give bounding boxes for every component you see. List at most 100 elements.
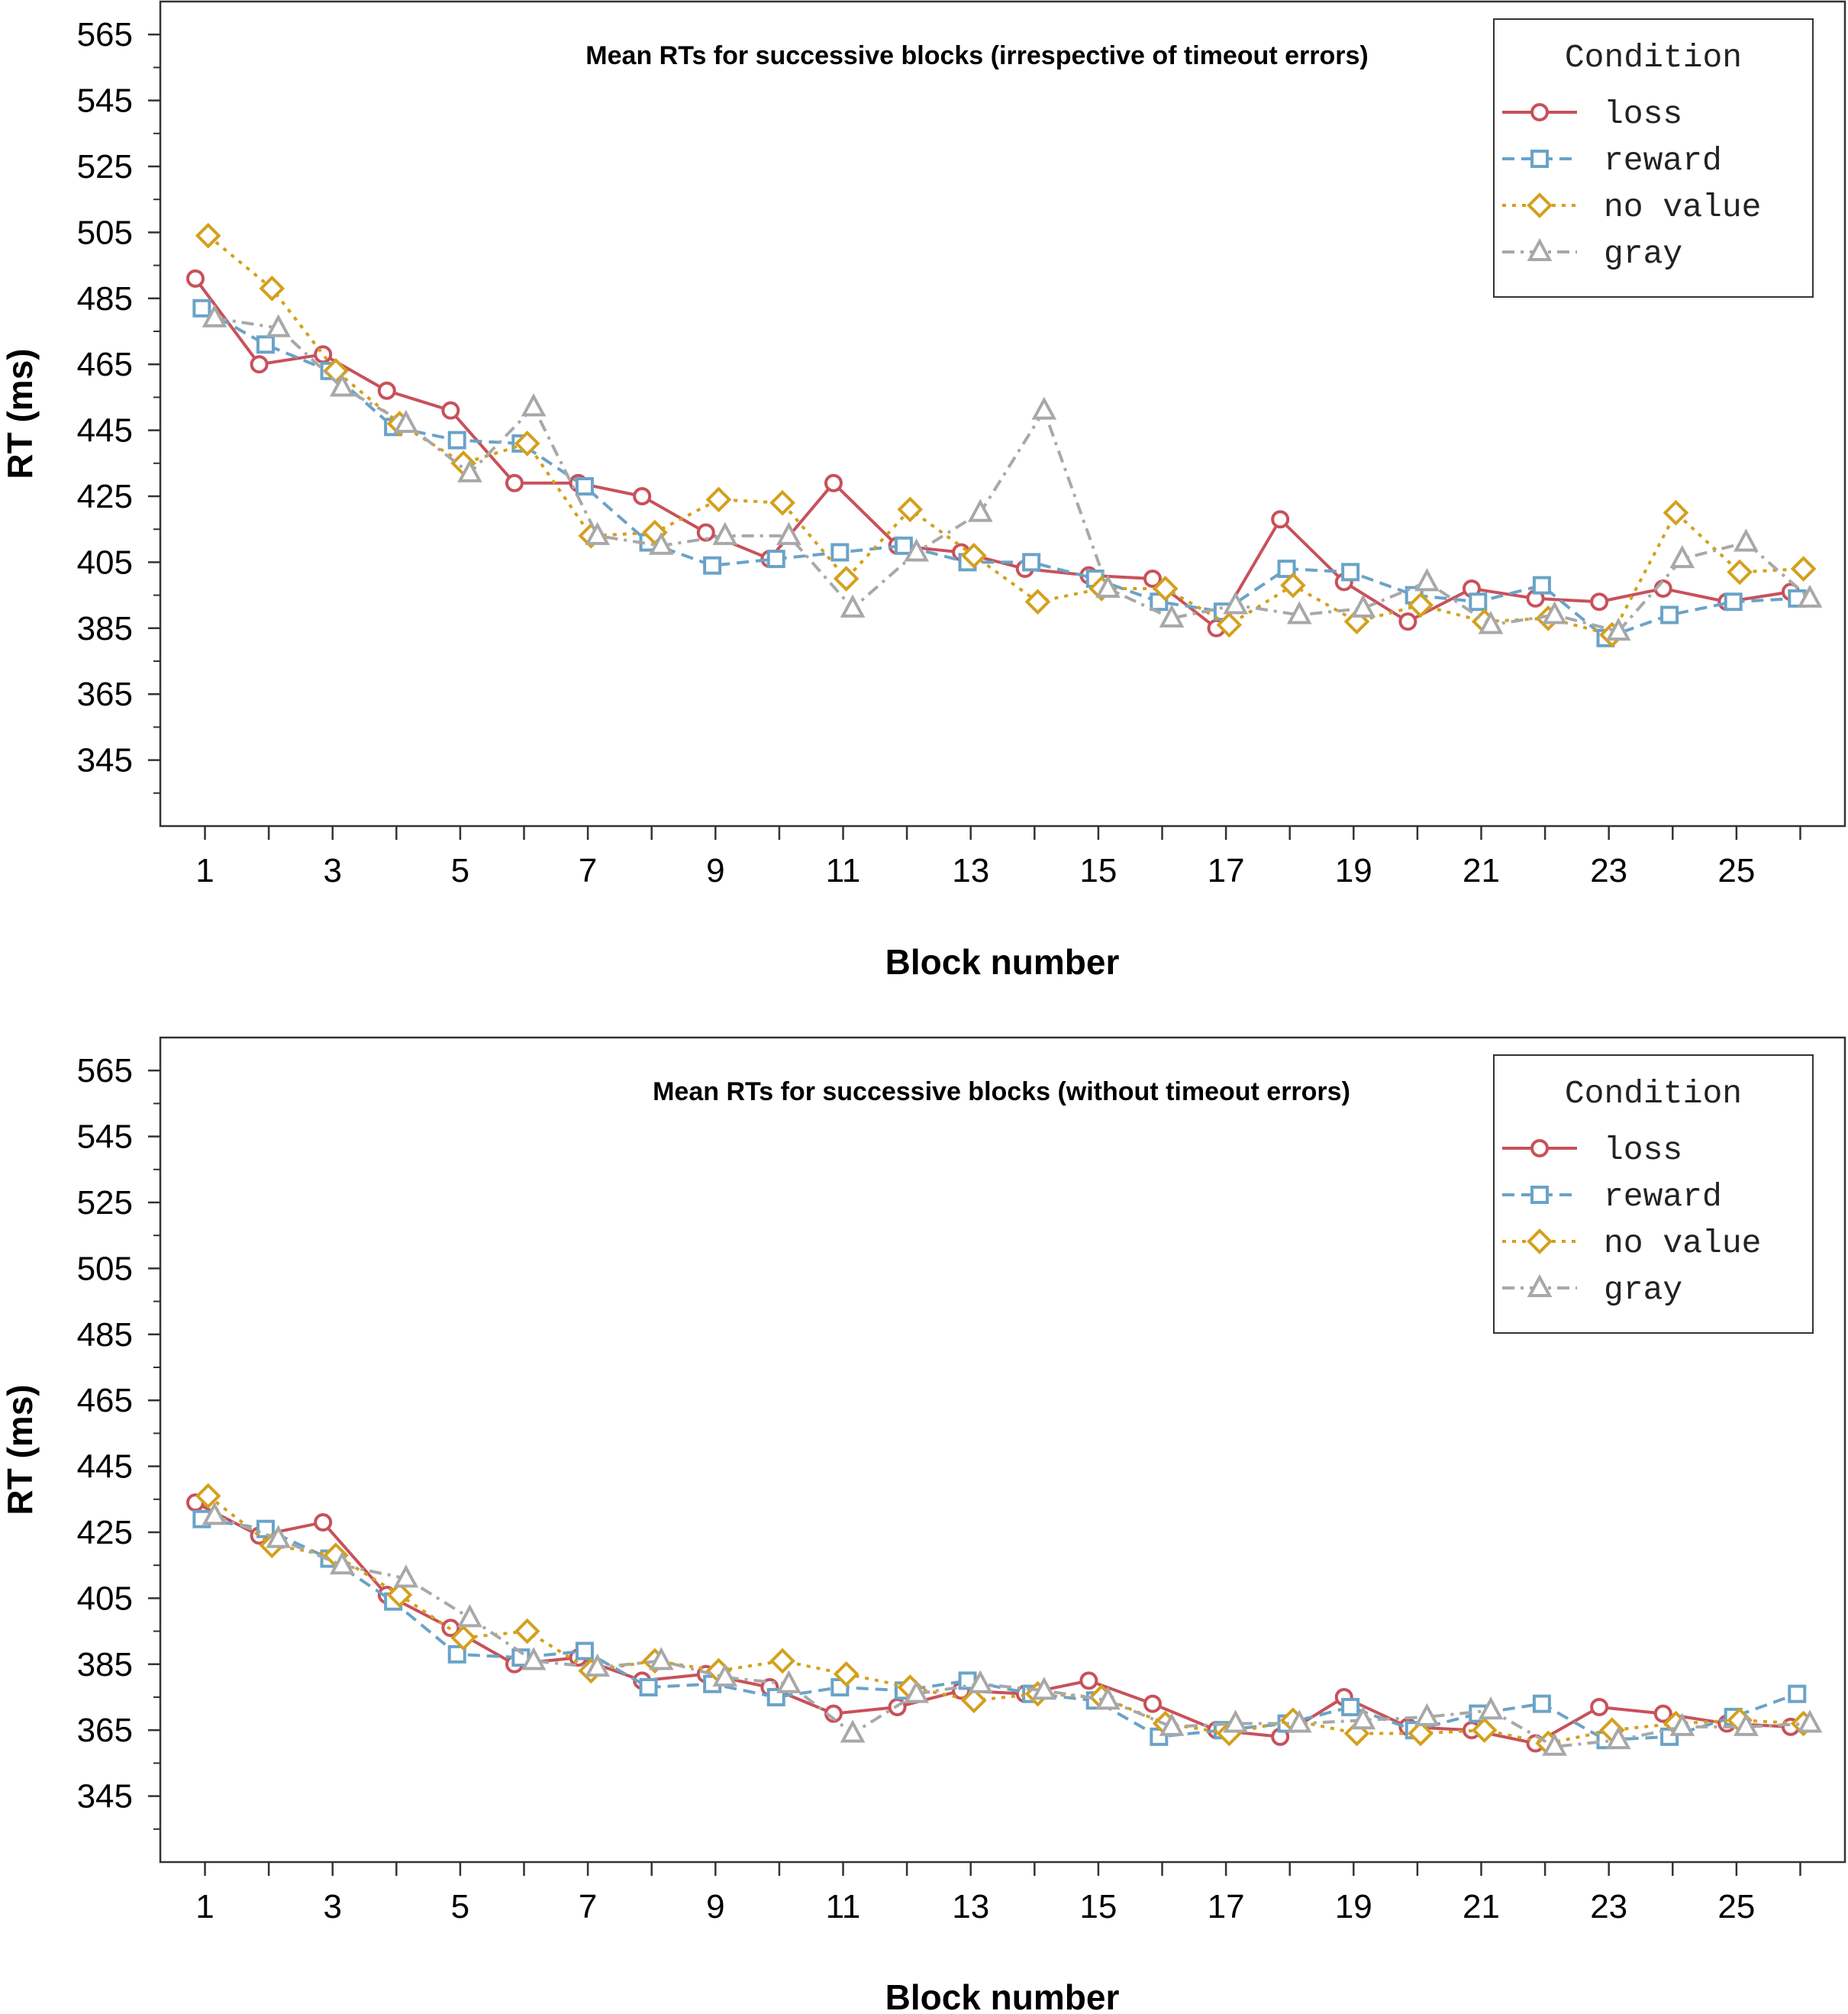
data-point-reward — [766, 1688, 785, 1706]
data-point-gray — [457, 459, 482, 483]
chart-title: Mean RTs for successive blocks (without … — [653, 1077, 1350, 1106]
series-gray — [202, 304, 1823, 641]
data-point-gray — [1223, 591, 1248, 615]
y-tick-label: 345 — [77, 1778, 133, 1816]
data-point-gray — [967, 1670, 993, 1693]
data-point-loss — [250, 355, 269, 374]
data-point-reward — [1341, 563, 1360, 582]
data-point-gray — [1095, 574, 1121, 598]
legend: Condition loss reward no value gray — [1493, 18, 1814, 298]
plot-frame — [159, 1036, 1846, 1864]
legend-label-gray: gray — [1604, 235, 1682, 273]
data-point-gray — [967, 499, 993, 522]
data-point-no-value — [833, 1661, 859, 1687]
data-point-gray — [1223, 1709, 1248, 1733]
legend-marker-no-value — [1527, 1228, 1553, 1254]
data-point-loss — [505, 473, 524, 492]
data-point-gray — [393, 409, 419, 433]
y-tick-label: 465 — [77, 346, 133, 383]
data-point-no-value — [259, 276, 285, 302]
data-point-loss — [377, 381, 396, 400]
plot-frame — [159, 0, 1846, 828]
y-tick-label: 445 — [77, 1448, 133, 1486]
y-tick-label: 545 — [77, 1118, 133, 1156]
data-point-reward — [256, 1519, 275, 1538]
legend-item-gray: gray — [1502, 1271, 1682, 1309]
data-point-no-value — [961, 542, 987, 569]
data-point-no-value — [1280, 572, 1306, 599]
data-point-no-value — [769, 1648, 795, 1674]
x-tick-label: 7 — [579, 1888, 597, 1925]
x-tick-label: 23 — [1590, 1888, 1627, 1925]
legend-item-no-value: no value — [1502, 189, 1761, 226]
data-point-reward — [703, 556, 722, 575]
x-tick-label: 15 — [1079, 852, 1117, 889]
series-gray — [202, 1502, 1823, 1756]
x-tick-label: 25 — [1717, 852, 1755, 889]
data-point-gray — [1542, 1732, 1567, 1756]
data-point-gray — [648, 1647, 674, 1670]
data-point-reward — [1277, 560, 1296, 579]
legend-label-reward: reward — [1604, 142, 1722, 179]
x-tick-label: 23 — [1590, 852, 1627, 889]
legend-marker-gray — [1527, 1273, 1553, 1297]
x-axis: 1 3 5 7 9 11 13 15 17 19 21 23 25 — [195, 1862, 1801, 1925]
x-axis: 1 3 5 7 9 11 13 15 17 19 21 23 25 — [195, 826, 1801, 889]
y-tick-label: 525 — [77, 148, 133, 186]
y-tick-label: 385 — [77, 610, 133, 647]
legend-marker-loss — [1530, 1139, 1549, 1157]
data-point-reward — [447, 431, 466, 450]
data-point-reward — [192, 299, 211, 318]
y-tick-label: 485 — [77, 1316, 133, 1354]
data-point-gray — [1286, 1709, 1312, 1733]
series-line-gray — [214, 1514, 1811, 1748]
data-point-gray — [1031, 396, 1057, 420]
data-point-reward — [830, 543, 850, 562]
data-point-gray — [1797, 1709, 1823, 1733]
y-axis: 345 365 385 405 425 445 465 485 505 525 545 565 — [77, 16, 160, 794]
data-point-no-value — [1663, 499, 1689, 526]
x-tick-label: 1 — [195, 1888, 214, 1925]
data-point-no-value — [1152, 576, 1179, 602]
data-point-loss — [1590, 1697, 1609, 1716]
legend-marker-gray — [1527, 237, 1553, 261]
y-tick-label: 365 — [77, 676, 133, 713]
legend-label-loss: loss — [1604, 95, 1682, 133]
x-tick-label: 11 — [826, 1888, 861, 1925]
data-point-loss — [1079, 1671, 1098, 1690]
x-tick-label: 5 — [451, 1888, 469, 1925]
y-tick-label: 405 — [77, 544, 133, 581]
data-point-gray — [776, 521, 801, 545]
x-tick-label: 13 — [952, 1888, 989, 1925]
legend-label-gray: gray — [1604, 1271, 1682, 1309]
data-point-reward — [575, 1641, 594, 1661]
data-point-no-value — [450, 1625, 476, 1651]
chart-panel-bottom: Mean RTs for successive blocks (without … — [0, 1036, 1846, 2014]
data-point-loss — [1653, 1704, 1672, 1723]
data-point-gray — [202, 1502, 227, 1525]
x-tick-label: 21 — [1463, 1888, 1500, 1925]
x-axis-label: Block number — [885, 942, 1120, 982]
x-tick-label: 11 — [826, 852, 861, 889]
data-point-gray — [904, 538, 929, 562]
y-tick-label: 545 — [77, 82, 133, 120]
data-point-gray — [521, 393, 547, 417]
data-point-loss — [314, 1513, 333, 1532]
data-point-gray — [1286, 601, 1312, 625]
data-point-no-value — [833, 566, 859, 592]
x-tick-label: 19 — [1335, 852, 1372, 889]
legend-marker-loss — [1530, 103, 1549, 121]
y-tick-label: 565 — [77, 16, 133, 53]
data-point-loss — [1590, 592, 1609, 612]
legend-item-loss: loss — [1502, 95, 1682, 133]
x-tick-label: 15 — [1079, 1888, 1117, 1925]
data-point-no-value — [1024, 589, 1051, 615]
data-point-gray — [1350, 594, 1376, 618]
data-point-gray — [202, 304, 227, 328]
legend-item-loss: loss — [1502, 1131, 1682, 1169]
y-tick-label: 505 — [77, 1250, 133, 1287]
data-point-gray — [904, 1680, 929, 1703]
legend-item-no-value: no value — [1502, 1225, 1761, 1262]
data-point-no-value — [1216, 612, 1243, 638]
